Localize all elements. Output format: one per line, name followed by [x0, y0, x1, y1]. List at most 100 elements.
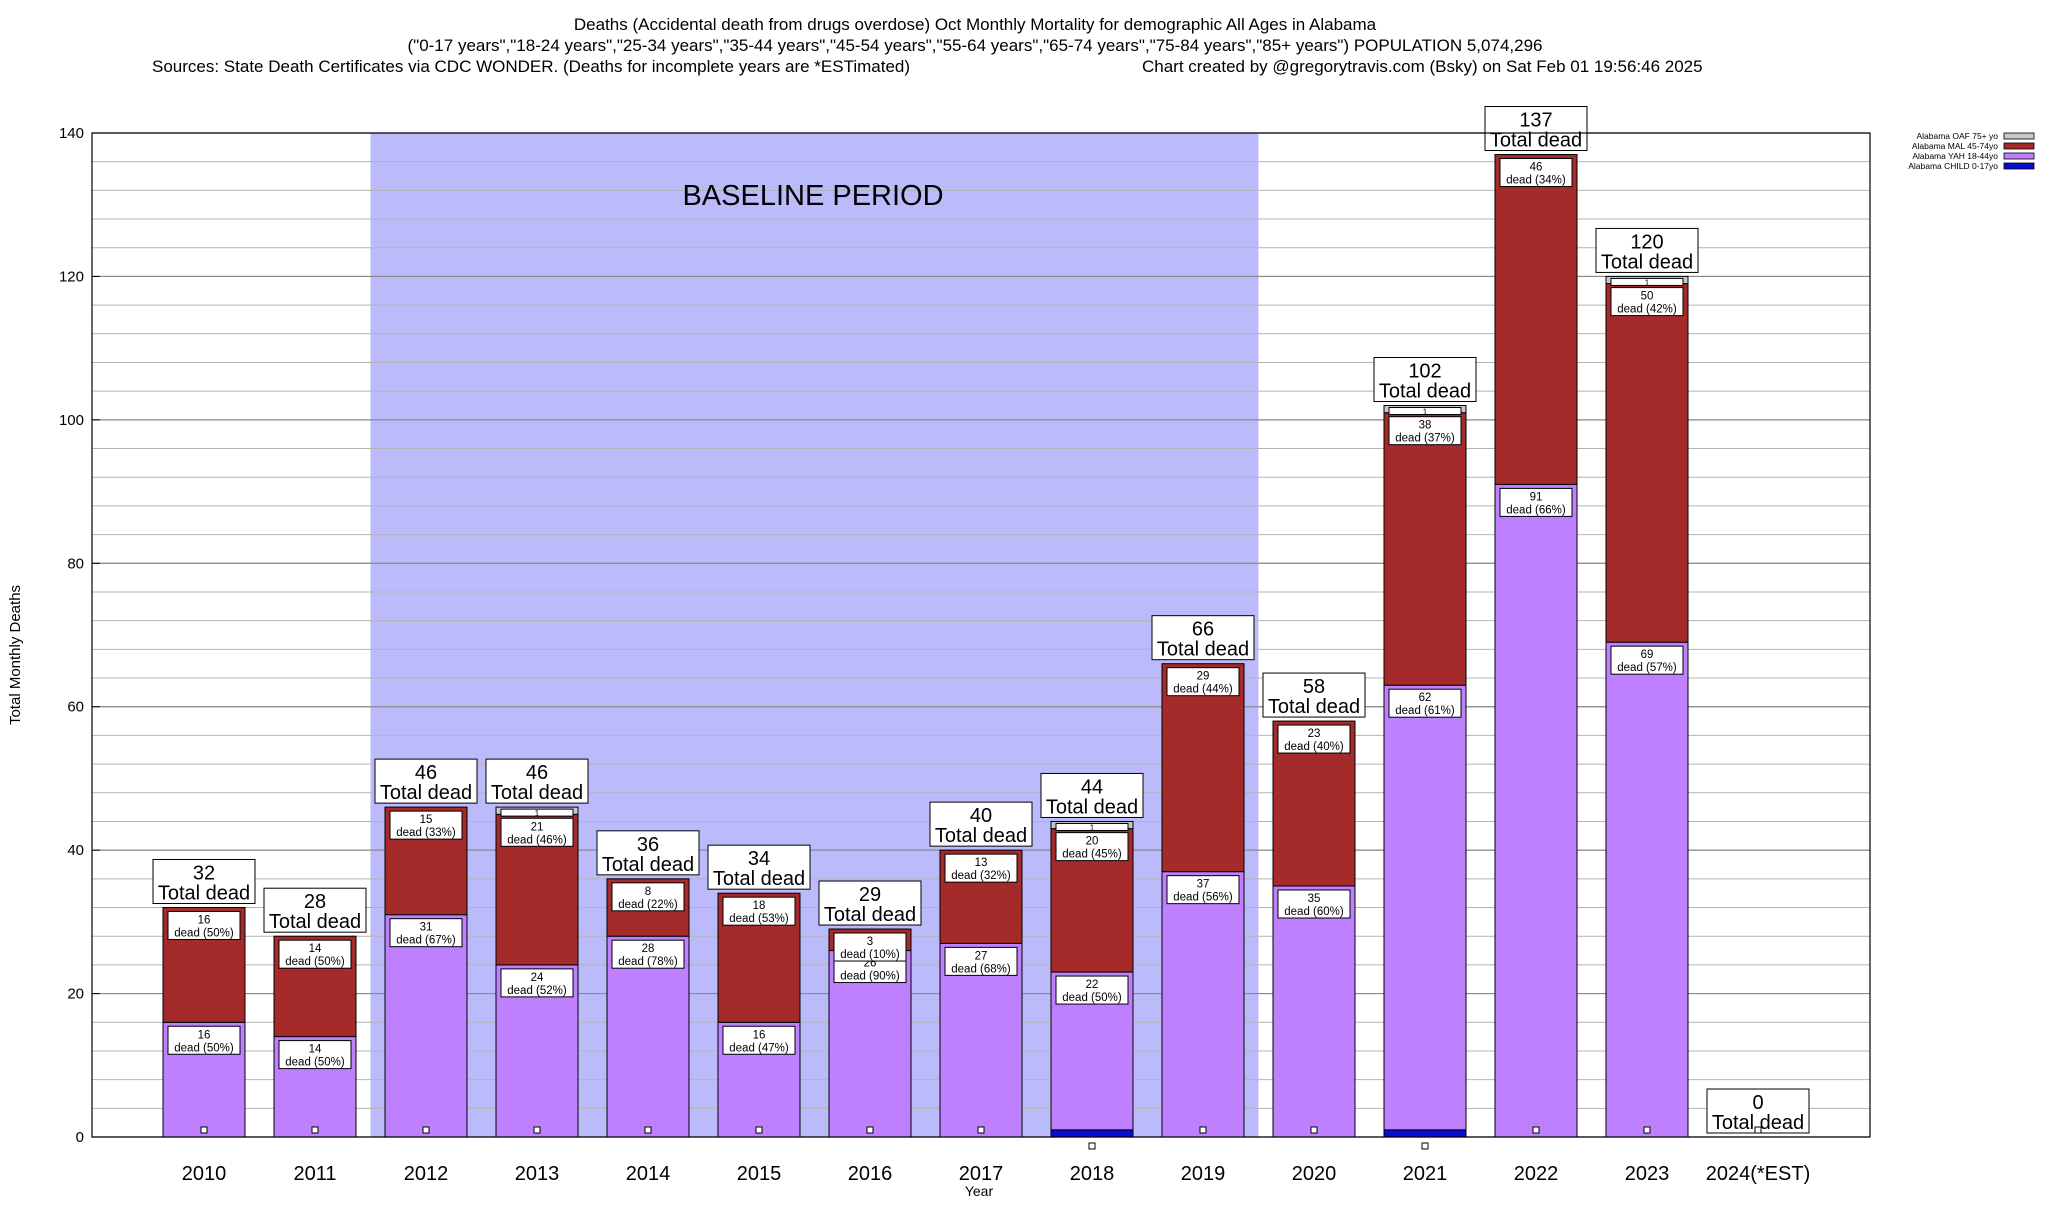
segment-label-box — [1166, 875, 1240, 905]
segment-label-box — [1610, 287, 1684, 317]
segment-value-label: 29 — [1197, 671, 1210, 683]
total-label-box — [1262, 672, 1366, 718]
segment-percent-label: dead (32%) — [951, 870, 1011, 882]
total-label-box — [929, 801, 1033, 847]
segment-label-box — [1610, 645, 1684, 675]
legend-label: Alabama MAL 45-74yo — [1912, 141, 1998, 151]
x-axis-marker — [1199, 1126, 1207, 1134]
segment-label-box — [944, 946, 1018, 976]
segment-percent-label: dead (78%) — [618, 956, 678, 968]
total-dead-label: Total dead — [158, 883, 250, 905]
segment-value-label: 16 — [198, 1029, 211, 1041]
x-axis-marker — [1088, 1142, 1096, 1150]
total-dead-label: Total dead — [1046, 796, 1138, 818]
total-value-label: 36 — [637, 834, 659, 856]
total-label-box — [1484, 106, 1588, 152]
segment-label-box — [1388, 688, 1462, 718]
segment-label-box — [389, 810, 463, 840]
bar-segment — [1272, 885, 1356, 1138]
total-dead-label: Total dead — [1157, 639, 1249, 661]
legend-swatch — [2003, 142, 2035, 150]
y-tick-label: 60 — [67, 699, 84, 716]
segment-percent-label: dead (66%) — [1506, 504, 1566, 516]
x-tick-label: 2013 — [515, 1163, 560, 1185]
segment-value-label: 69 — [1641, 649, 1654, 661]
total-value-label: 46 — [415, 762, 437, 784]
axes: 2010 2011 2012 2013 2014 2015 2016 2017 2018 2019… — [59, 125, 1871, 1185]
y-tick-label: 40 — [67, 842, 84, 859]
total-label-box — [152, 859, 256, 905]
segment-label-box — [722, 1025, 796, 1055]
total-label-box — [1595, 227, 1699, 273]
legend-label: Alabama YAH 18-44yo — [1912, 151, 1998, 161]
segment-label-box — [500, 968, 574, 998]
segment-value-label: 38 — [1419, 420, 1432, 432]
segment-value-label: 22 — [1086, 979, 1099, 991]
segment-percent-label: dead (50%) — [174, 928, 234, 940]
x-axis-marker — [200, 1126, 208, 1134]
total-label-box — [485, 758, 589, 804]
total-dead-label: Total dead — [824, 904, 916, 926]
segment-value-label: 27 — [975, 950, 988, 962]
total-value-label: 66 — [1192, 619, 1214, 641]
bar-segment — [1494, 154, 1578, 485]
total-label-box — [263, 887, 367, 933]
bar-segment — [1161, 663, 1245, 873]
segment-percent-label: dead (47%) — [729, 1042, 789, 1054]
segment-label-box — [278, 939, 352, 969]
total-label-box — [596, 830, 700, 876]
segment-label-box — [1055, 832, 1129, 862]
total-value-label: 0 — [1752, 1092, 1763, 1114]
bar-segment — [1494, 483, 1578, 1138]
segment-label-box — [167, 1025, 241, 1055]
y-tick-label: 20 — [67, 986, 84, 1003]
segment-label-box — [1610, 277, 1684, 286]
segment-percent-label: dead (50%) — [285, 1057, 345, 1069]
x-tick-label: 2020 — [1292, 1163, 1337, 1185]
segment-percent-label: dead (22%) — [618, 899, 678, 911]
legend-label: Alabama OAF 75+ yo — [1916, 131, 1998, 141]
segment-label-box — [1499, 487, 1573, 517]
legend-label: Alabama CHILD 0-17yo — [1908, 161, 1998, 171]
x-tick-label: 2010 — [182, 1163, 227, 1185]
x-axis-marker — [422, 1126, 430, 1134]
legend-swatch — [2003, 152, 2035, 160]
total-value-label: 34 — [748, 848, 770, 870]
segment-value-label: 1 — [535, 809, 540, 818]
x-axis-marker — [977, 1126, 985, 1134]
x-tick-label: 2022 — [1514, 1163, 1559, 1185]
total-dead-label: Total dead — [1268, 696, 1360, 718]
total-dead-label: Total dead — [1379, 381, 1471, 403]
segment-percent-label: dead (56%) — [1173, 892, 1233, 904]
total-value-label: 32 — [193, 863, 215, 885]
bar-segment — [1383, 1129, 1467, 1138]
segment-percent-label: dead (50%) — [285, 956, 345, 968]
total-value-label: 40 — [970, 805, 992, 827]
x-axis-marker — [1643, 1126, 1651, 1134]
segment-percent-label: dead (42%) — [1617, 304, 1677, 316]
total-dead-label: Total dead — [1601, 251, 1693, 273]
segment-value-label: 18 — [753, 900, 766, 912]
legend-swatch — [2003, 162, 2035, 170]
total-label-box — [1706, 1088, 1810, 1134]
segment-value-label: 28 — [642, 943, 655, 955]
bar-segment — [384, 914, 468, 1138]
bar-segment — [1383, 684, 1467, 1131]
x-axis-marker — [1421, 1142, 1429, 1150]
x-tick-label: 2011 — [293, 1163, 336, 1185]
total-value-label: 29 — [859, 884, 881, 906]
total-dead-label: Total dead — [1712, 1112, 1804, 1134]
bar-segment — [606, 935, 690, 1138]
total-label-box — [818, 880, 922, 926]
x-axis-marker — [644, 1126, 652, 1134]
total-value-label: 137 — [1519, 110, 1552, 132]
segment-value-label: 13 — [975, 857, 988, 869]
segment-label-box — [611, 939, 685, 969]
total-value-label: 28 — [304, 891, 326, 913]
plot-frame — [91, 132, 1871, 1138]
x-axis-label: Year — [965, 1183, 994, 1199]
segment-percent-label: dead (67%) — [396, 935, 456, 947]
segment-value-label: 91 — [1530, 491, 1543, 503]
segment-percent-label: dead (61%) — [1395, 705, 1455, 717]
total-label-box — [1151, 615, 1255, 661]
